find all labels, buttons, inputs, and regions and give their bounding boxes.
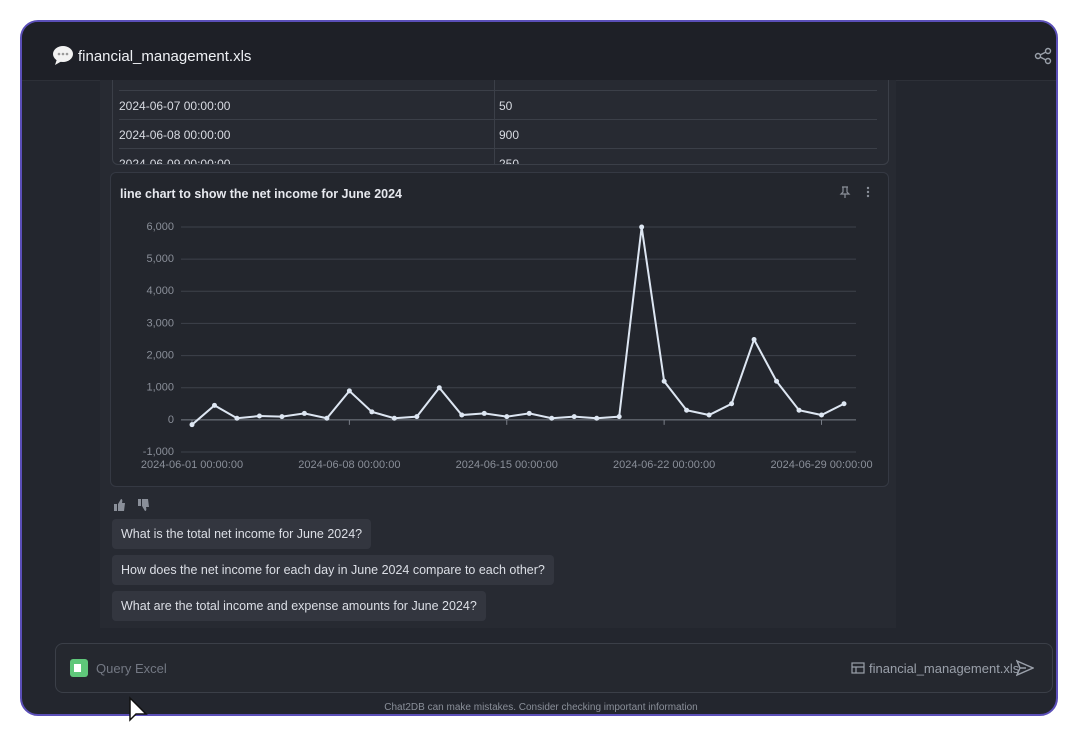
point: [774, 378, 780, 384]
y-tick-label: 4,000: [146, 285, 174, 297]
point: [549, 415, 555, 421]
row-divider: [119, 90, 877, 91]
line-chart: -1,000 0 1,000 2,000 3,000 4,000 5,000 6,000 202…: [141, 221, 873, 471]
y-tick-label: 0: [168, 414, 174, 426]
row-divider: [119, 119, 877, 120]
point: [301, 410, 307, 416]
table-icon: [851, 662, 865, 674]
title: financial_management.xls: [78, 48, 252, 65]
suggestion-chip[interactable]: How does the net income for each day in …: [112, 555, 554, 585]
table-cell: 250: [499, 157, 520, 165]
data-table: 2024-06-07 00:00:00 50 2024-06-08 00:00:00…: [112, 80, 889, 165]
point: [616, 414, 622, 420]
query-input[interactable]: Query Excel financial_management.xls: [55, 643, 1053, 693]
y-tick-label: 2,000: [146, 349, 174, 361]
point: [211, 402, 217, 408]
point: [346, 388, 352, 394]
feedback-icons[interactable]: [112, 497, 152, 513]
point: [639, 224, 645, 230]
excel-icon: [70, 659, 88, 677]
point: [594, 415, 600, 421]
input-placeholder: Query Excel: [96, 661, 167, 676]
point: [189, 422, 195, 428]
disclaimer: Chat2DB can make mistakes. Consider chec…: [384, 702, 698, 713]
y-tick-label: 3,000: [146, 317, 174, 329]
cursor: [129, 696, 148, 722]
point: [729, 401, 735, 407]
app-window: financial_management.xls 2024-06-07 00:0…: [20, 20, 1058, 716]
point: [279, 414, 285, 420]
y-tick-label: 6,000: [146, 221, 174, 233]
send-button[interactable]: [1016, 659, 1034, 677]
header: financial_management.xls: [22, 22, 1056, 81]
menu-button[interactable]: [864, 185, 872, 199]
table-cell: 50: [499, 99, 513, 113]
point: [459, 412, 465, 418]
point: [819, 412, 825, 418]
point: [841, 401, 847, 407]
point: [796, 407, 802, 413]
point: [571, 414, 577, 420]
point: [481, 410, 487, 416]
chart-card: line chart to show the net income for Ju…: [110, 172, 889, 487]
point: [526, 410, 532, 416]
file-name: financial_management.xls: [869, 661, 1020, 676]
y-tick-label: 1,000: [146, 382, 174, 394]
point: [256, 413, 262, 419]
point: [324, 415, 330, 421]
point: [661, 378, 667, 384]
x-tick-label: 2024-06-29 00:00:00: [770, 459, 872, 471]
point: [369, 409, 375, 415]
pin-button[interactable]: [838, 185, 852, 199]
y-tick-label: -1,000: [143, 446, 174, 458]
row-divider: [119, 148, 877, 149]
x-tick-label: 2024-06-01 00:00:00: [141, 459, 243, 471]
point: [436, 385, 442, 391]
table-cell: 2024-06-07 00:00:00: [119, 99, 231, 113]
point: [684, 407, 690, 413]
x-tick-label: 2024-06-22 00:00:00: [613, 459, 715, 471]
x-tick-label: 2024-06-08 00:00:00: [298, 459, 400, 471]
point: [504, 414, 510, 420]
table-cell: 900: [499, 128, 520, 142]
point: [706, 412, 712, 418]
column-divider: [494, 80, 495, 164]
y-tick-label: 5,000: [146, 253, 174, 265]
chart-title: line chart to show the net income for Ju…: [120, 187, 403, 201]
share-button[interactable]: [1034, 47, 1052, 65]
table-cell: 2024-06-09 00:00:00: [119, 157, 231, 165]
suggestion-chip[interactable]: What is the total net income for June 20…: [112, 519, 372, 549]
suggestion-chip[interactable]: What are the total income and expense am…: [112, 591, 486, 621]
chat-icon: [53, 46, 73, 65]
x-tick-label: 2024-06-15 00:00:00: [456, 459, 558, 471]
table-cell: 2024-06-08 00:00:00: [119, 128, 231, 142]
line: [191, 226, 845, 426]
point: [391, 415, 397, 421]
point: [414, 414, 420, 420]
point: [751, 337, 757, 342]
point: [234, 415, 240, 421]
